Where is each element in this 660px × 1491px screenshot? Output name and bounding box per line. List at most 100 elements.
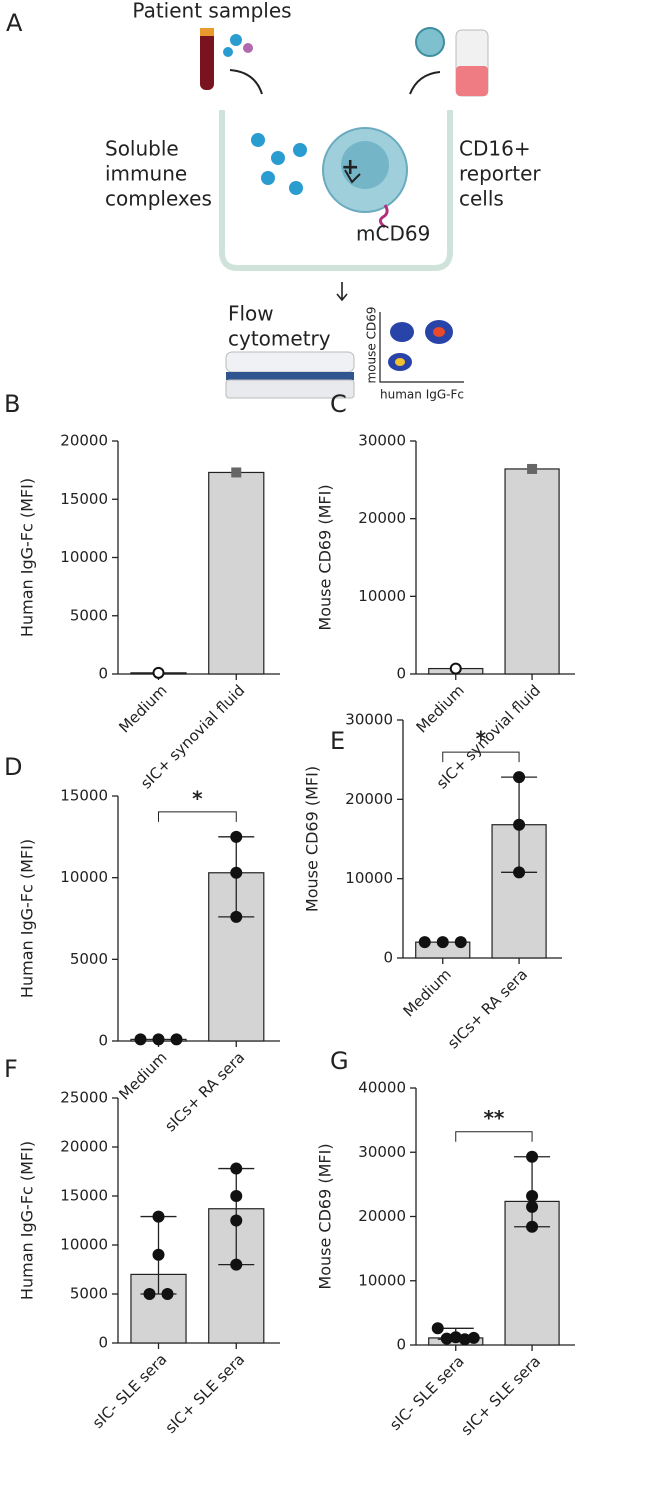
y-tick-label: 10000	[345, 869, 393, 887]
y-tick-label: 15000	[60, 490, 108, 508]
y-axis-label: Mouse CD69 (MFI)	[316, 484, 335, 630]
x-tick-label: Medium	[115, 681, 170, 736]
significance-bracket	[158, 811, 237, 822]
panel-label: F	[4, 1055, 18, 1083]
y-tick-label: 15000	[60, 787, 108, 805]
significance-label: **	[483, 1106, 504, 1130]
y-axis-label: Human IgG-Fc (MFI)	[18, 839, 37, 998]
icon	[243, 43, 253, 53]
y-tick-label: 10000	[358, 1271, 406, 1289]
arrow	[336, 282, 348, 302]
y-tick-label: 5000	[70, 606, 108, 624]
well	[219, 110, 453, 271]
cytometer-base	[225, 379, 355, 399]
tube	[200, 30, 214, 90]
complex	[289, 181, 303, 195]
y-tick-label: 30000	[358, 432, 406, 450]
cytometer	[225, 351, 355, 373]
y-tick-label: 20000	[60, 432, 108, 450]
x-tick-label: sIC- SLE sera	[89, 1350, 171, 1432]
data-point	[152, 666, 165, 679]
diagram-text: immune	[105, 162, 187, 186]
y-tick-label: 10000	[60, 548, 108, 566]
data-point	[526, 1189, 539, 1202]
complex	[251, 133, 265, 147]
x-tick-label: sICs+ RA sera	[444, 965, 531, 1052]
data-point	[230, 866, 243, 879]
population	[395, 358, 405, 366]
flask-media	[456, 66, 488, 96]
x-tick-label: Medium	[400, 965, 455, 1020]
data-point	[170, 1033, 183, 1046]
data-point	[230, 910, 243, 923]
population	[433, 327, 445, 337]
data-point	[526, 1220, 539, 1233]
y-tick-label: 5000	[70, 1285, 108, 1303]
plus-arrow	[344, 169, 361, 184]
data-point	[230, 1258, 243, 1271]
arrow	[409, 71, 441, 95]
significance-label: *	[476, 727, 487, 751]
data-point	[230, 1214, 243, 1227]
diagram-text: CD16+	[459, 137, 531, 161]
data-point	[527, 463, 538, 474]
icon	[230, 34, 242, 46]
diagram-text: complexes	[105, 187, 212, 211]
population	[390, 322, 414, 342]
x-tick-label: sICs+ RA sera	[161, 1048, 248, 1135]
nucleus	[341, 141, 389, 189]
diagram-text: Flow	[228, 302, 274, 326]
diagram-text: cells	[459, 187, 504, 211]
data-point	[440, 1332, 453, 1345]
data-point	[449, 662, 462, 675]
y-tick-label: 20000	[358, 509, 406, 527]
y-axis-label: Mouse CD69 (MFI)	[303, 766, 322, 912]
data-point	[230, 830, 243, 843]
y-tick-label: 40000	[358, 1079, 406, 1097]
mini-axes	[379, 312, 464, 383]
data-point	[152, 1033, 165, 1046]
y-tick-label: 5000	[70, 950, 108, 968]
cd69	[378, 204, 389, 229]
significance-bracket	[455, 1131, 533, 1142]
y-tick-label: 0	[396, 665, 406, 683]
data-point	[230, 1190, 243, 1202]
y-axis-label: Human IgG-Fc (MFI)	[18, 1141, 37, 1300]
y-tick-label: 30000	[345, 711, 393, 729]
data-point	[513, 771, 526, 784]
data-point	[161, 1288, 174, 1300]
data-point	[230, 1162, 243, 1175]
data-point	[152, 1248, 165, 1261]
y-tick-label: 0	[98, 1334, 108, 1352]
y-tick-label: 0	[98, 665, 108, 683]
data-point	[467, 1331, 480, 1344]
significance-bracket	[442, 751, 520, 763]
diagram-text: reporter	[459, 162, 541, 186]
diagram-text: mouse CD69	[365, 307, 379, 384]
icon	[223, 47, 233, 57]
cytometer-band	[226, 372, 354, 380]
y-tick-label: 10000	[60, 868, 108, 886]
data-point	[526, 1150, 539, 1163]
x-tick-label: Medium	[115, 1048, 170, 1103]
arrow	[229, 69, 263, 95]
data-point	[526, 1200, 539, 1213]
complex	[271, 151, 285, 165]
y-tick-label: 20000	[60, 1138, 108, 1156]
x-tick-label: sIC+ SLE sera	[162, 1350, 249, 1437]
data-point	[513, 818, 526, 831]
y-tick-label: 0	[98, 1032, 108, 1050]
data-point	[436, 936, 449, 949]
tube-cap	[200, 28, 214, 36]
data-point	[431, 1322, 444, 1335]
y-tick-label: 0	[396, 1336, 406, 1354]
y-tick-label: 20000	[345, 790, 393, 808]
x-tick-label: Medium	[413, 681, 468, 736]
complex	[293, 143, 307, 157]
data-point	[134, 1033, 147, 1046]
complex	[261, 171, 275, 185]
panel-label: D	[4, 753, 22, 781]
y-tick-label: 10000	[60, 1236, 108, 1254]
cell-icon	[415, 27, 445, 57]
